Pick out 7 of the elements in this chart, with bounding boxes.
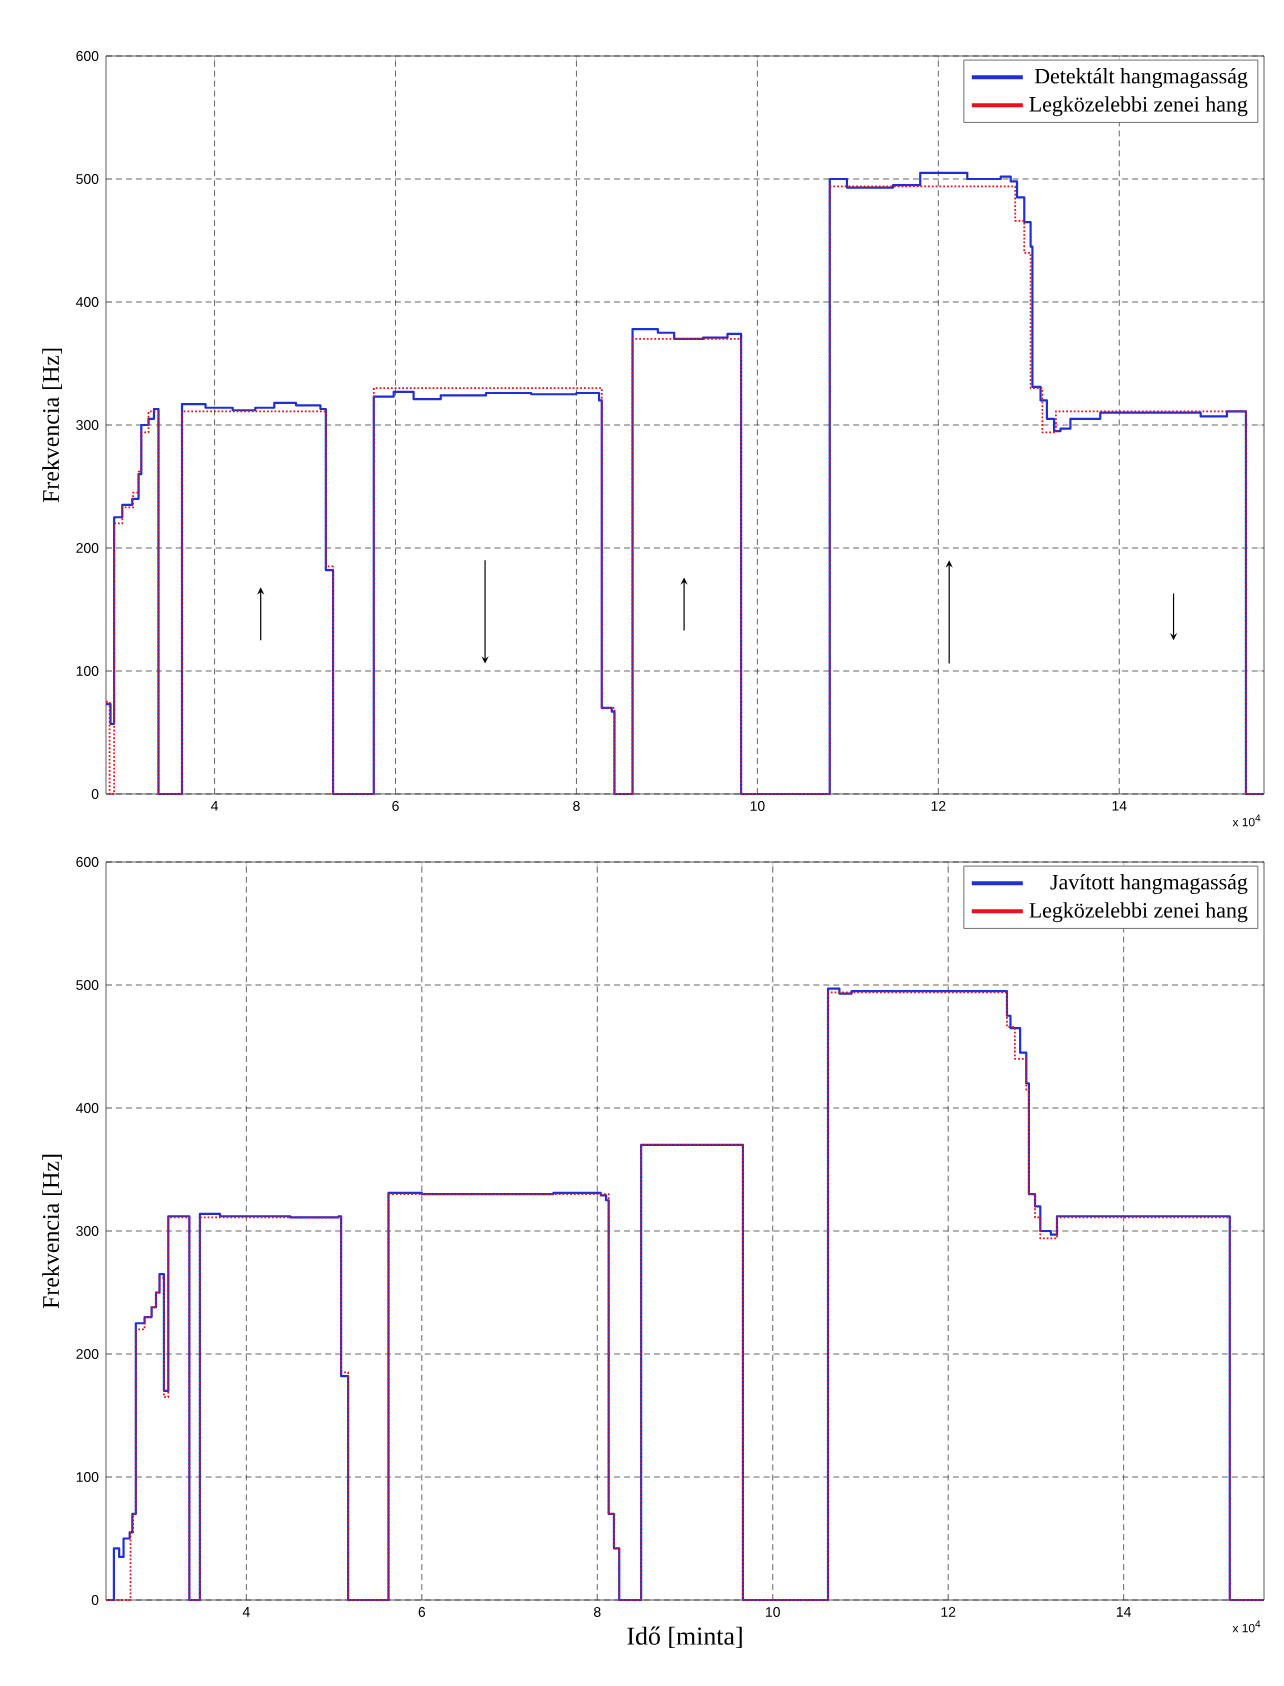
- legend-label: Javított hangmagasság: [1050, 874, 1248, 895]
- legend-label: Legközelebbi zenei hang: [1029, 96, 1248, 117]
- x-axis-title: Idő [minta]: [627, 1626, 742, 1649]
- y-axis-title: Frekvencia [Hz]: [42, 348, 62, 503]
- legend-label: Legközelebbi zenei hang: [1029, 902, 1248, 923]
- legend-label: Detektált hangmagasság: [1034, 68, 1248, 89]
- y-axis-title: Frekvencia [Hz]: [42, 1154, 62, 1309]
